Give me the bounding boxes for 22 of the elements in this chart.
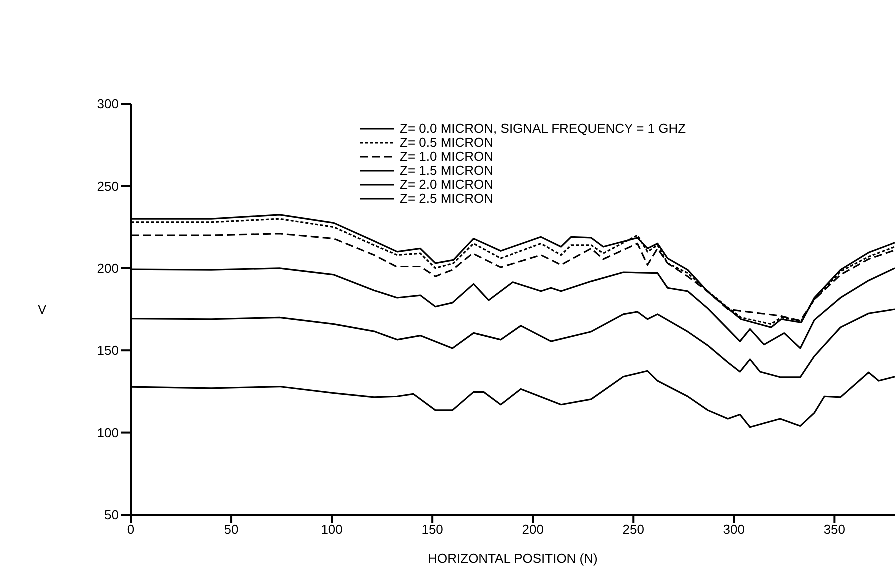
x-axis-title: HORIZONTAL POSITION (N) bbox=[428, 551, 598, 566]
y-axis-title: V bbox=[38, 302, 47, 318]
legend-label: Z= 0.0 MICRON, SIGNAL FREQUENCY = 1 GHZ bbox=[400, 121, 686, 136]
x-tick-label: 250 bbox=[622, 522, 644, 538]
legend-label: Z= 0.5 MICRON bbox=[400, 135, 494, 150]
legend-label: Z= 2.0 MICRON bbox=[400, 177, 494, 192]
x-tick-label: 100 bbox=[321, 522, 343, 538]
y-tick-label: 300 bbox=[97, 96, 119, 112]
y-tick-label: 100 bbox=[97, 425, 119, 440]
x-tick-label: 350 bbox=[824, 522, 846, 538]
y-tick-label: 150 bbox=[97, 343, 119, 358]
y-tick-label: 200 bbox=[97, 261, 119, 276]
x-tick-label: 300 bbox=[723, 522, 746, 538]
x-tick-label: 150 bbox=[422, 522, 444, 538]
legend-label: Z= 1.0 MICRON bbox=[400, 149, 494, 164]
y-tick-label: 50 bbox=[104, 508, 119, 523]
legend-label: Z= 2.5 MICRON bbox=[400, 191, 494, 206]
x-tick-label: 200 bbox=[522, 522, 544, 538]
y-tick-label: 250 bbox=[97, 178, 119, 194]
x-tick-label: 0 bbox=[127, 522, 135, 538]
x-tick-label: 50 bbox=[224, 522, 239, 538]
legend-label: Z= 1.5 MICRON bbox=[400, 163, 494, 178]
